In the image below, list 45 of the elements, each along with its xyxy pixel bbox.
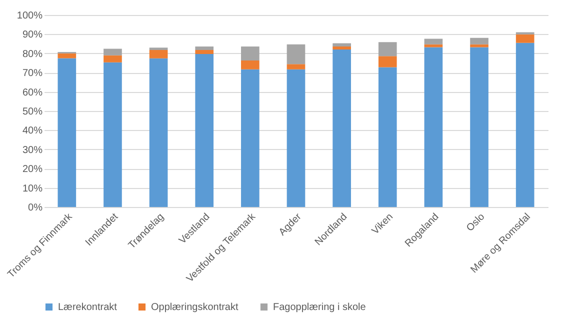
y-tick-label: 90%: [22, 30, 43, 41]
bar: [470, 47, 488, 207]
x-tick-label: Oslo: [464, 211, 488, 234]
bar: [470, 44, 488, 48]
bar: [195, 46, 214, 50]
y-tick-label: 100%: [16, 10, 43, 22]
y-tick-label: 60%: [22, 87, 43, 98]
bar: [378, 56, 397, 68]
bar: [104, 62, 122, 207]
legend-label: Lærekontrakt: [58, 302, 118, 313]
bar: [104, 55, 122, 62]
bar: [332, 50, 351, 207]
bar: [149, 58, 168, 207]
bar: [58, 58, 76, 207]
bar: [378, 42, 397, 56]
y-tick-label: 30%: [22, 144, 43, 156]
bar: [195, 54, 214, 207]
bar: [241, 46, 260, 61]
y-tick-label: 40%: [22, 126, 43, 137]
bar: [424, 44, 443, 48]
bar: [58, 53, 76, 58]
legend-label: Opplæringskontrakt: [151, 302, 238, 313]
bar: [516, 34, 534, 43]
bar: [241, 60, 260, 70]
bar: [149, 50, 168, 58]
legend-label: Fagopplæring i skole: [273, 302, 366, 313]
bar: [516, 42, 534, 207]
y-tick-label: 0%: [28, 202, 43, 214]
bar: [241, 69, 260, 207]
bar: [378, 67, 397, 207]
bar: [104, 48, 122, 56]
y-tick-label: 10%: [22, 183, 43, 194]
bar: [332, 43, 351, 46]
bar: [286, 64, 306, 70]
y-tick-label: 70%: [22, 68, 43, 80]
bar: [424, 47, 443, 207]
y-tick-label: 20%: [22, 164, 43, 176]
bar: [286, 44, 306, 64]
bar: [195, 50, 214, 54]
bar: [424, 38, 443, 44]
y-tick-label: 80%: [22, 48, 43, 60]
bar: [332, 46, 351, 50]
bar: [470, 38, 488, 44]
bar: [286, 69, 306, 207]
y-tick-label: 50%: [22, 106, 43, 118]
